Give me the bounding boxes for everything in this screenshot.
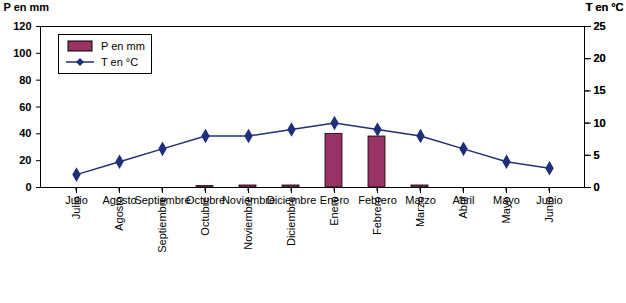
svg-text:15: 15 — [594, 84, 606, 96]
svg-text:0: 0 — [25, 181, 31, 193]
svg-text:25: 25 — [594, 20, 606, 32]
svg-text:Julio: Julio — [69, 196, 82, 220]
svg-text:Septiembre: Septiembre — [134, 194, 190, 206]
svg-text:Septiembre: Septiembre — [155, 196, 168, 253]
svg-text:Marzo: Marzo — [405, 194, 436, 206]
svg-text:Abril: Abril — [452, 194, 474, 206]
svg-text:5: 5 — [594, 149, 600, 161]
svg-text:80: 80 — [19, 74, 31, 86]
html-text:T en °C: T en °C — [101, 56, 139, 68]
svg-text:T en °C: T en °C — [585, 1, 623, 13]
svg-text:P en mm: P en mm — [4, 1, 50, 13]
svg-text:Mayo: Mayo — [493, 194, 520, 206]
svg-text:Julio: Julio — [65, 194, 88, 206]
svg-text:T en °C: T en °C — [586, 1, 623, 13]
svg-text:0: 0 — [594, 181, 600, 193]
svg-text:Diciembre: Diciembre — [284, 196, 297, 246]
svg-text:Noviembre: Noviembre — [241, 196, 254, 250]
svg-text:Diciembre: Diciembre — [267, 194, 317, 206]
svg-text:25: 25 — [594, 20, 606, 32]
svg-text:Mayo: Mayo — [499, 196, 512, 224]
svg-text:Marzo: Marzo — [413, 196, 426, 228]
svg-text:15: 15 — [594, 84, 606, 96]
svg-text:Octubre: Octubre — [186, 194, 225, 206]
svg-text:0: 0 — [594, 181, 600, 193]
svg-text:Enero: Enero — [320, 194, 349, 206]
svg-text:10: 10 — [594, 117, 606, 129]
svg-text:100: 100 — [13, 47, 31, 59]
svg-text:Junio: Junio — [536, 194, 562, 206]
html-text:P en mm: P en mm — [101, 40, 145, 52]
svg-text:60: 60 — [19, 101, 31, 113]
svg-text:Febrero: Febrero — [358, 194, 397, 206]
svg-text:5: 5 — [594, 149, 600, 161]
svg-text:20: 20 — [19, 154, 31, 166]
svg-text:20: 20 — [594, 52, 606, 64]
svg-text:Agosto: Agosto — [102, 194, 136, 206]
svg-text:Octubre: Octubre — [198, 196, 211, 236]
svg-text:Enero: Enero — [327, 196, 340, 226]
svg-text:Junio: Junio — [542, 196, 555, 223]
svg-text:120: 120 — [13, 20, 31, 32]
svg-text:10: 10 — [594, 117, 606, 129]
svg-text:20: 20 — [594, 52, 606, 64]
svg-text:Abril: Abril — [456, 196, 469, 219]
svg-text:Agosto: Agosto — [112, 196, 125, 231]
svg-text:40: 40 — [19, 127, 31, 139]
svg-text:Febrero: Febrero — [370, 196, 383, 235]
